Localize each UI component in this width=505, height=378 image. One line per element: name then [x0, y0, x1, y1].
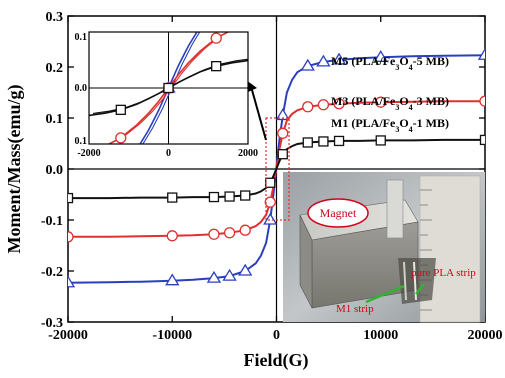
inset-y-tick-label: 0.1: [75, 136, 88, 147]
square-marker: [277, 149, 288, 160]
square-marker: [479, 134, 485, 146]
circle-marker: [375, 96, 387, 108]
circle-marker: [115, 132, 127, 144]
circle-marker: [333, 98, 345, 110]
pure-pla-label: pure PLA strip: [411, 267, 476, 279]
legend-group: M5 (PLA/Fe3O4-5 MB) M3 (PLA/Fe3O4-3 MB) M1…: [331, 54, 449, 134]
square-marker: [224, 191, 235, 202]
square-marker: [68, 192, 74, 204]
magnet-photo: [283, 172, 485, 323]
square-marker: [375, 135, 386, 146]
circle-marker: [302, 101, 314, 113]
y-tick-label: 0.0: [46, 163, 64, 178]
circle-marker: [210, 32, 222, 44]
main-tick-group: -20000 -10000 0 10000 20000-0.3-0.2-0.10.00.…: [41, 10, 503, 343]
x-tick-label: 20000: [468, 328, 503, 343]
y-tick-label: -0.2: [41, 265, 63, 280]
magnet-label: Magnet: [320, 206, 357, 220]
inset-series-group: [89, 0, 248, 176]
square-marker: [167, 192, 178, 203]
square-marker: [163, 82, 174, 94]
inset-x-tick-label: -2000: [77, 148, 100, 159]
series-line-square: [68, 138, 485, 200]
y-tick-label: -0.3: [41, 316, 63, 331]
zoom-arrow-line: [251, 89, 267, 141]
inset-y-tick-label: 0.1: [75, 32, 88, 43]
magnet-label-oval: [307, 198, 369, 228]
legend-label: M3 (PLA/Fe3O4-3 MB): [331, 94, 449, 112]
y-axis-title: Moment/Mass(emu/g): [4, 85, 25, 254]
triangle-marker: [331, 52, 347, 65]
main-series-group: [68, 48, 485, 288]
zoom-arrow-head: [246, 80, 257, 92]
square-marker: [333, 135, 345, 147]
triangle-marker: [115, 166, 127, 176]
triangle-marker: [210, 0, 222, 8]
y-tick-label: 0.3: [46, 10, 64, 25]
inset-x-tick-label: 0: [166, 148, 171, 159]
triangle-marker: [165, 273, 180, 286]
x-tick-label: 10000: [363, 328, 398, 343]
inset-x-tick-label: 2000: [238, 148, 258, 159]
y-tick-label: -0.1: [41, 214, 63, 229]
square-marker: [208, 191, 220, 203]
zoom-region-box: [265, 117, 290, 221]
triangle-marker: [477, 48, 485, 60]
triangle-marker: [238, 263, 253, 276]
triangle-marker: [68, 275, 76, 288]
circle-marker: [277, 127, 289, 139]
triangle-marker: [300, 58, 315, 71]
triangle-marker: [263, 212, 278, 225]
triangle-marker: [316, 54, 331, 67]
square-marker: [240, 190, 251, 201]
circle-marker: [223, 227, 236, 239]
x-tick-label: -10000: [152, 328, 192, 343]
circle-marker: [208, 228, 220, 240]
legend-label: M1 (PLA/Fe3O4-1 MB): [331, 116, 449, 134]
circle-marker: [264, 196, 276, 208]
inset-y-tick-label: 0.0: [75, 83, 88, 94]
circle-marker: [68, 231, 74, 243]
circle-marker: [239, 224, 251, 236]
triangle-marker: [222, 268, 237, 281]
square-marker: [318, 136, 329, 147]
triangle-marker: [373, 50, 388, 62]
x-tick-label: 0: [273, 328, 280, 343]
y-tick-label: 0.1: [46, 112, 64, 127]
pure-pla-pointer: [415, 283, 425, 295]
triangle-marker: [275, 108, 290, 121]
circle-marker: [317, 99, 330, 111]
x-tick-label: -20000: [48, 328, 88, 343]
circle-marker: [479, 95, 485, 107]
x-axis-title: Field(G): [244, 350, 309, 371]
square-marker: [211, 61, 222, 72]
m1-strip-label: M1 strip: [336, 303, 374, 315]
square-marker: [265, 177, 276, 188]
circle-marker: [166, 230, 178, 242]
y-tick-label: 0.2: [46, 61, 64, 76]
triangle-marker: [206, 270, 222, 283]
m1-strip-pointer: [365, 284, 405, 304]
square-marker: [302, 137, 313, 148]
inset-tick-group: -2000 0 2000 0.1 0.0 0.1: [75, 31, 258, 159]
square-marker: [115, 104, 126, 115]
legend-label: M5 (PLA/Fe3O4-5 MB): [331, 54, 449, 72]
